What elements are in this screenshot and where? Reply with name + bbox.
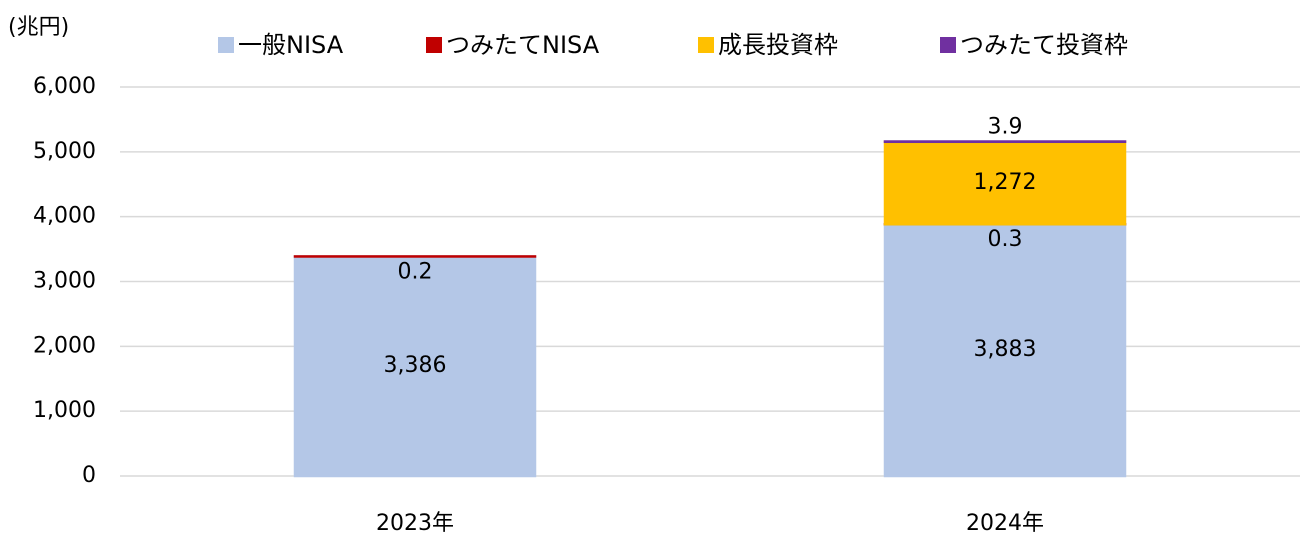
value-label: 0.2	[398, 259, 433, 284]
x-tick-label: 2024年	[966, 511, 1044, 536]
value-label: 3,883	[974, 337, 1037, 362]
bar-segment	[883, 223, 1127, 478]
y-tick-label: 3,000	[33, 269, 96, 294]
x-tick-label: 2023年	[376, 511, 454, 536]
y-tick-label: 2,000	[33, 333, 96, 358]
legend-label: つみたて投資枠	[960, 31, 1128, 59]
legend-label: つみたてNISA	[446, 31, 600, 59]
y-tick-label: 0	[82, 463, 96, 488]
y-tick-label: 4,000	[33, 204, 96, 229]
legend-swatch	[698, 37, 714, 53]
y-tick-label: 5,000	[33, 139, 96, 164]
legend-label: 成長投資枠	[718, 31, 838, 59]
legend-swatch	[426, 37, 442, 53]
value-label: 1,272	[974, 170, 1037, 195]
legend-swatch	[940, 37, 956, 53]
value-label: 3,386	[384, 353, 447, 378]
value-label: 3.9	[988, 115, 1023, 140]
y-tick-label: 6,000	[33, 74, 96, 99]
bar-segment	[293, 255, 537, 478]
legend-label: 一般NISA	[238, 31, 344, 59]
value-label: 0.3	[988, 227, 1023, 252]
unit-label: (兆円)	[8, 15, 69, 40]
legend-swatch	[218, 37, 234, 53]
y-tick-label: 1,000	[33, 398, 96, 423]
bar-segment	[883, 140, 1127, 226]
